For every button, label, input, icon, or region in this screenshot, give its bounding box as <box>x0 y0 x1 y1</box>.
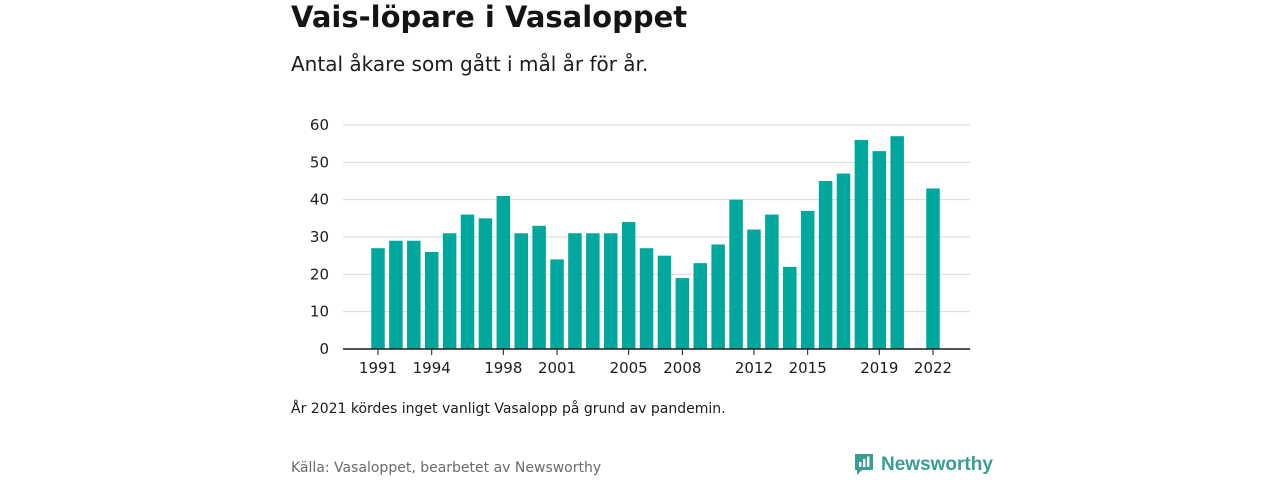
bar-2002 <box>568 233 582 349</box>
y-tick-label: 40 <box>310 191 329 209</box>
y-tick-label: 0 <box>319 340 329 358</box>
bar-2008 <box>675 278 690 349</box>
bar-2019 <box>872 151 887 349</box>
bar-1998 <box>496 195 511 349</box>
x-tick-label: 1994 <box>413 359 451 377</box>
bar-2010 <box>711 244 725 349</box>
bar-2022 <box>926 188 940 349</box>
bar-2016 <box>818 181 833 349</box>
bar-1991 <box>371 248 385 349</box>
bar-2004 <box>603 233 618 349</box>
bar-1994 <box>424 251 439 349</box>
bar-1993 <box>407 240 421 349</box>
bar-2007 <box>657 255 672 349</box>
bar-2001 <box>550 259 564 349</box>
source-text: Källa: Vasaloppet, bearbetet av Newswort… <box>291 460 602 476</box>
bar-1996 <box>460 214 475 349</box>
x-tick-label: 1998 <box>484 359 522 377</box>
bar-1999 <box>514 233 528 349</box>
bar-2003 <box>586 233 600 349</box>
x-tick-label: 1991 <box>359 359 397 377</box>
bar-2009 <box>693 263 708 349</box>
x-tick-label: 2005 <box>610 359 648 377</box>
y-tick-label: 10 <box>310 303 329 321</box>
bar-2013 <box>765 214 779 349</box>
y-axis-ticks: 0 10 20 30 40 50 60 <box>310 116 329 358</box>
brand-name: Newsworthy <box>881 454 993 475</box>
bar-2020 <box>890 136 904 349</box>
x-tick-label: 2019 <box>860 359 898 377</box>
x-tick-label: 2008 <box>663 359 701 377</box>
y-tick-label: 20 <box>310 265 329 283</box>
x-tick-label: 2012 <box>735 359 773 377</box>
x-tick-label: 2015 <box>789 359 827 377</box>
brand-logo[interactable]: Newsworthy <box>853 452 993 478</box>
x-tick-label: 2022 <box>914 359 952 377</box>
bars <box>371 136 940 349</box>
bar-1995 <box>442 233 457 349</box>
y-tick-label: 30 <box>310 228 329 246</box>
bar-2012 <box>747 229 761 349</box>
newsworthy-logo-icon <box>855 454 873 475</box>
bar-2017 <box>836 173 851 349</box>
chart-title: Vais-löpare i Vasaloppet <box>291 0 688 34</box>
bar-2006 <box>639 248 654 349</box>
bar-chart: 0 10 20 30 40 50 60 1991 1994 1998 2001 2005 2008 20… <box>310 116 970 377</box>
chart-note: År 2021 kördes inget vanligt Vasalopp på… <box>291 401 726 417</box>
bar-2014 <box>783 266 797 349</box>
y-tick-label: 60 <box>310 116 329 134</box>
bar-1997 <box>478 218 493 349</box>
x-tick-label: 2001 <box>538 359 576 377</box>
bar-1992 <box>389 240 403 349</box>
chart-subtitle: Antal åkare som gått i mål år för år. <box>291 52 649 76</box>
bar-2000 <box>532 225 546 349</box>
bar-2011 <box>729 199 743 349</box>
bar-2018 <box>854 139 869 349</box>
y-tick-label: 50 <box>310 153 329 171</box>
bar-2005 <box>621 222 636 349</box>
x-axis-ticks: 1991 1994 1998 2001 2005 2008 2012 2015 2019 2022 <box>343 348 970 377</box>
bar-2015 <box>800 210 815 349</box>
